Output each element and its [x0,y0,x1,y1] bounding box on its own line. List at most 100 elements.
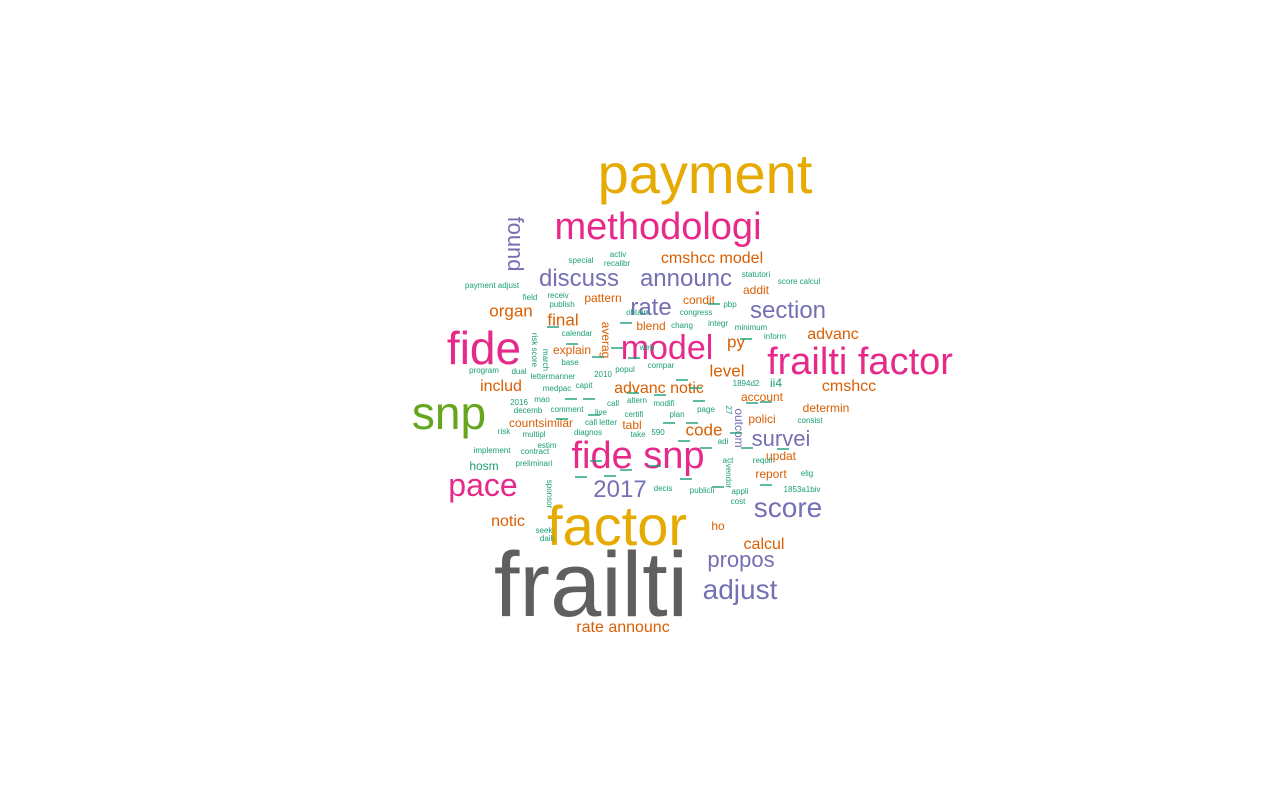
word-cloud-term: act [722,456,734,465]
word-cloud-fragment [693,400,705,402]
word-cloud-fragment [547,326,559,328]
word-cloud-term: rate [630,294,672,321]
word-cloud-term: call [606,399,620,408]
word-cloud-term: preliminari [515,459,553,468]
word-cloud-term: pace [448,467,518,503]
word-cloud-fragment [565,398,577,400]
word-cloud-term: lettermanner [530,372,576,381]
word-cloud-term: determin [802,401,850,415]
word-cloud-term: receiv [547,291,569,300]
word-cloud-term: frailti [493,534,689,636]
word-cloud-fragment [556,418,568,420]
word-cloud-term: requir [752,456,774,465]
word-cloud-fragment [620,322,632,324]
word-cloud-term: seek [535,526,553,535]
word-cloud-fragment [592,356,604,358]
word-cloud-term: payment [597,142,813,205]
word-cloud-term: diagnos [573,428,603,437]
word-cloud-fragment [583,398,595,400]
word-cloud-fragment [680,478,692,480]
word-cloud-term: code [685,420,723,440]
word-cloud-term: special [568,256,594,265]
word-cloud-term: live [594,408,608,417]
word-cloud-fragment [678,440,690,442]
word-cloud-fragment [690,387,702,389]
word-cloud-term: publicli [689,486,715,495]
word-cloud-fragment [740,338,752,340]
word-cloud-fragment [712,486,724,488]
word-cloud-term: inform [763,332,787,341]
word-cloud-term: announc [639,265,733,292]
word-cloud-fragment [777,448,789,450]
word-cloud-term: altern [626,396,648,405]
word-cloud-term: notic [491,513,525,530]
word-cloud-term: level [709,361,745,381]
word-cloud-term: condit [682,293,716,307]
word-cloud-term: 1894d2 [732,379,760,388]
word-cloud-term: activ [609,250,627,259]
word-cloud-term: march [541,348,550,372]
word-cloud-term: medpac [542,384,572,393]
word-cloud-term: explain [552,343,592,357]
word-cloud-term: pattern [584,291,622,305]
word-cloud-fragment [654,394,666,396]
word-cloud-term: frailti factor [767,341,953,383]
word-cloud-term: 590 [651,428,665,437]
word-cloud-fragment [575,476,587,478]
word-cloud-term: rate announc [576,619,670,636]
word-cloud-term: minimum [734,323,768,332]
word-cloud-term: congress [679,308,713,317]
word-cloud-term: take [630,430,646,439]
word-cloud-term: calendar [561,329,593,338]
word-cloud-term: certifi [624,410,644,419]
word-cloud-term: report [755,467,787,481]
word-cloud-term: ho [711,519,725,533]
word-cloud-term: implement [473,446,511,455]
word-cloud-term: fide snp [571,435,705,477]
word-cloud-term: propos [707,547,775,572]
word-cloud-term: fide [446,322,522,374]
word-cloud-term: daili [539,534,555,543]
word-cloud-term: contract [520,447,550,456]
word-cloud-term: mao [534,395,550,404]
word-cloud-term: elig [800,469,814,478]
word-cloud-term: adi [717,437,729,446]
word-cloud-term: snp [411,387,487,439]
word-cloud-term: risk score [530,332,539,368]
word-cloud-term: hosm [469,459,499,473]
word-cloud-fragment [628,357,640,359]
word-cloud-term: payment adjust [464,281,520,290]
word-cloud-term: appli [731,487,749,496]
word-cloud-fragment [676,379,688,381]
word-cloud-fragment [590,460,602,462]
word-cloud-term: 2017 [593,476,647,503]
word-cloud-term: publish [549,300,575,309]
word-cloud-term: statutori [741,270,771,279]
word-cloud-term: risk [497,427,511,436]
word-cloud-term: polici [748,412,776,426]
word-cloud-term: addit [742,283,770,297]
word-cloud-term: plan [669,410,685,419]
word-cloud-fragment [604,475,616,477]
word-cloud-fragment [627,392,639,394]
word-cloud-term: 2016 [510,398,528,407]
word-cloud-fragment [686,422,698,424]
word-cloud-term: survei [751,426,811,451]
word-cloud-term: factor [546,494,688,557]
word-cloud-fragment [730,432,742,434]
word-cloud-term: updat [765,449,797,463]
word-cloud-fragment [620,469,632,471]
word-cloud-term: decemb [513,406,543,415]
word-cloud-term: 27 [724,405,733,415]
word-cloud-term: adjust [702,574,778,605]
word-cloud-term: found [503,216,528,272]
word-cloud-term: base [561,358,579,367]
word-cloud-fragment [760,484,772,486]
word-cloud-term: comment [550,405,584,414]
word-cloud-term: 1853a1biv [783,485,821,494]
word-cloud-term: capit [575,381,593,390]
word-cloud-term: 2010 [594,370,612,379]
word-cloud-fragment [566,343,578,345]
word-cloud-term: multipl [522,430,546,439]
